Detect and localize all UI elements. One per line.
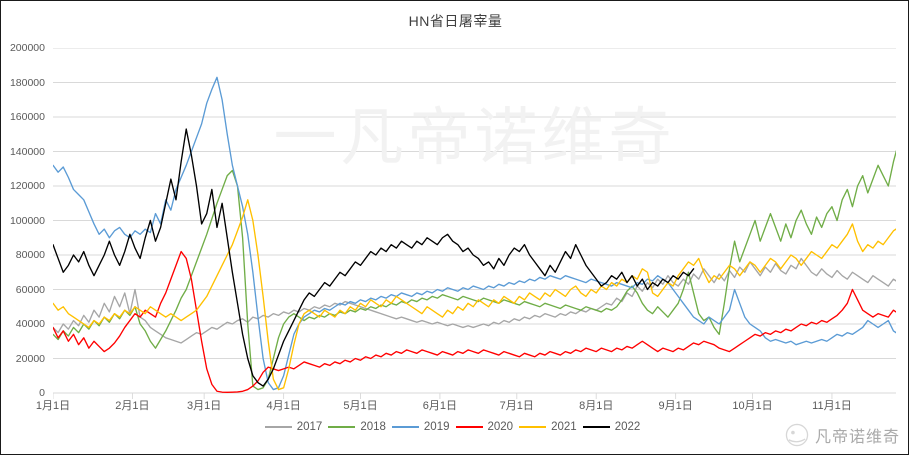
x-axis-tick: 10月1日 — [732, 400, 773, 412]
x-axis-tick: 6月1日 — [422, 400, 458, 412]
y-axis-tick: 0 — [39, 387, 45, 399]
chart-legend: 2017 2018 2019 2020 2021 2022 — [1, 421, 909, 433]
y-axis-tick: 60000 — [15, 283, 45, 296]
x-axis-tick: 7月1日 — [499, 400, 534, 412]
legend-label-2017: 2017 — [296, 421, 323, 433]
series-lines — [53, 48, 896, 393]
legend-item-2018[interactable]: 2018 — [328, 421, 392, 433]
x-axis-tick: 11月1日 — [812, 400, 852, 412]
x-axis-tick: 8月1日 — [579, 400, 614, 412]
legend-item-2017[interactable]: 2017 — [264, 421, 329, 433]
legend-swatch-2020 — [455, 426, 483, 428]
series-line-2019 — [53, 77, 896, 389]
plot-area: 一凡帝诺维奇 — [53, 48, 896, 393]
y-axis-tick: 180000 — [9, 76, 45, 89]
x-axis-tick: 4月1日 — [266, 400, 301, 412]
legend-label-2019: 2019 — [423, 421, 450, 433]
y-axis-tick: 20000 — [15, 352, 45, 365]
x-axis-tick: 3月1日 — [187, 400, 222, 412]
y-axis-tick: 80000 — [15, 249, 45, 261]
legend-label-2020: 2020 — [487, 421, 514, 433]
y-axis-tick: 140000 — [9, 145, 45, 158]
legend-swatch-2021 — [519, 426, 547, 428]
y-axis: 0 20000 40000 60000 80000 100000 120000 140000 1… — [1, 42, 49, 399]
legend-swatch-2022 — [582, 426, 610, 428]
y-axis-tick: 160000 — [9, 111, 45, 123]
x-axis-tick: 2月1日 — [115, 400, 150, 412]
y-axis-tick: 40000 — [15, 318, 45, 330]
x-axis-tick: 1月1日 — [35, 400, 71, 412]
x-axis-tick: 5月1日 — [343, 400, 378, 412]
legend-item-2022[interactable]: 2022 — [582, 421, 647, 433]
series-line-2022 — [53, 129, 694, 386]
series-line-2018 — [53, 143, 896, 390]
y-axis-tick: 100000 — [9, 214, 45, 227]
legend-swatch-2018 — [328, 426, 356, 428]
y-axis-tick: 120000 — [9, 180, 45, 192]
legend-label-2018: 2018 — [360, 421, 386, 433]
x-axis: 1月1日 2月1日 3月1日 4月1日 5月1日 6月1日 7月1日 8月1日 9月1日 10月1… — [36, 395, 896, 417]
legend-item-2019[interactable]: 2019 — [391, 421, 456, 433]
x-axis-tick: 9月1日 — [658, 400, 693, 412]
legend-item-2020[interactable]: 2020 — [455, 421, 520, 433]
legend-swatch-2019 — [391, 426, 419, 428]
legend-label-2021: 2021 — [551, 421, 577, 433]
legend-swatch-2017 — [264, 426, 292, 428]
legend-label-2022: 2022 — [614, 421, 641, 433]
series-line-2020 — [53, 252, 896, 393]
chart-title: HN省日屠宰量 — [408, 13, 503, 29]
y-axis-tick: 200000 — [9, 42, 45, 54]
series-line-2017 — [53, 258, 896, 343]
legend-item-2021[interactable]: 2021 — [519, 421, 583, 433]
series-line-2021 — [53, 200, 896, 390]
